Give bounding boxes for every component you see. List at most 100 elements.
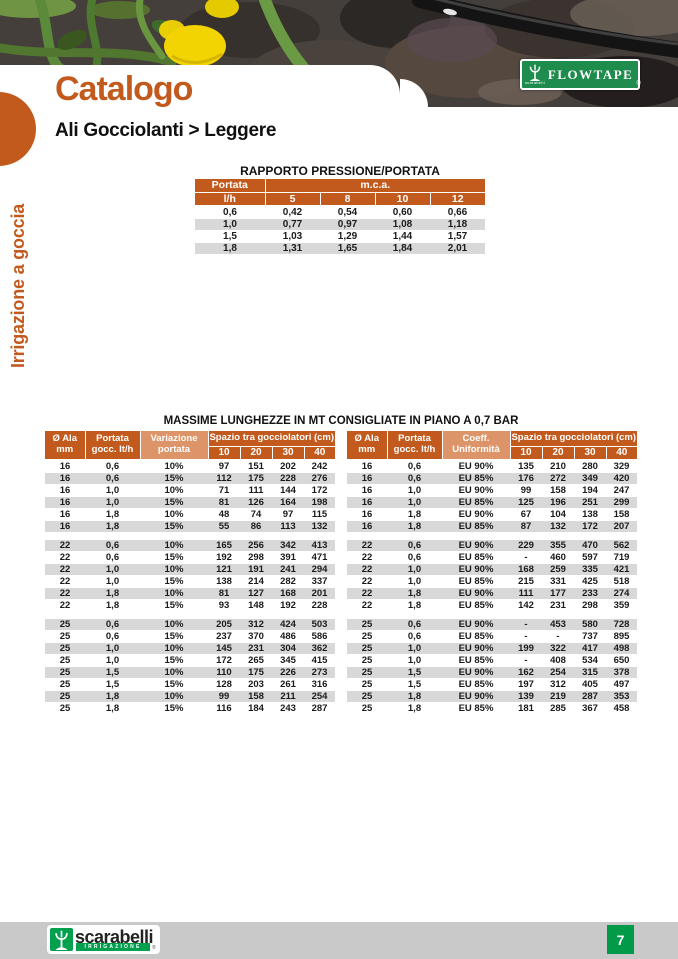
section-gap xyxy=(45,611,336,619)
col-header-flow: Portata gocc. lt/h xyxy=(85,431,141,461)
cell: 172 xyxy=(574,520,606,533)
cell: 16 xyxy=(347,508,387,521)
cell: 0,6 xyxy=(85,618,140,631)
cell: 1,8 xyxy=(195,242,265,255)
col-header-spacing-10: 10 xyxy=(510,446,543,461)
fountain-icon xyxy=(50,928,73,951)
cell: 25 xyxy=(347,630,387,643)
cell: 22 xyxy=(347,599,387,612)
col-header-spacing-10: 10 xyxy=(208,446,241,461)
cell: 229 xyxy=(510,539,542,552)
table-row: 25 0,6 EU 90% -453 580 728 xyxy=(347,618,638,631)
cell: 322 xyxy=(542,642,574,655)
cell: EU 90% xyxy=(442,666,510,679)
cell: EU 85% xyxy=(442,599,510,612)
cell: 0,6 xyxy=(387,630,442,643)
cell: 1,8 xyxy=(85,599,140,612)
cell: 111 xyxy=(240,484,272,497)
col-header-spacing-20: 20 xyxy=(542,446,575,461)
cell: 176 xyxy=(510,472,542,485)
cell: 99 xyxy=(208,690,240,703)
pressure-table: Portata m.c.a. l/h 5 8 10 12 0,6 0,42 0,54… xyxy=(195,179,486,255)
cell: 202 xyxy=(272,460,304,473)
cell: 415 xyxy=(304,654,336,667)
cell: 282 xyxy=(272,575,304,588)
cell: 211 xyxy=(272,690,304,703)
cell: 207 xyxy=(606,520,638,533)
cell: 214 xyxy=(240,575,272,588)
table-row: 16 1,8 10% 48 74 97 115 xyxy=(45,508,336,521)
table-row: 1,5 1,03 1,29 1,44 1,57 xyxy=(195,230,486,243)
max-length-table-right: Ø Ala mm Portata gocc. lt/h Coeff. Uniformi… xyxy=(347,431,638,715)
cell: EU 85% xyxy=(442,520,510,533)
footer-bar: scarabelli IRRIGAZIONE ® 7 xyxy=(0,922,678,959)
table-row: 16 1,8 EU 90% 67 104 138 158 xyxy=(347,508,638,521)
cell: 342 xyxy=(272,539,304,552)
cell: 1,0 xyxy=(387,496,442,509)
cell: 895 xyxy=(606,630,638,643)
cell: - xyxy=(510,654,542,667)
cell: 184 xyxy=(240,702,272,715)
cell: 417 xyxy=(574,642,606,655)
irrigazione-label: IRRIGAZIONE xyxy=(76,943,150,951)
cell: 0,6 xyxy=(85,539,140,552)
cell: 1,0 xyxy=(85,575,140,588)
table-row: 25 1,0 EU 90% 199 322 417 498 xyxy=(347,642,638,655)
table-row: 25 1,8 10% 99 158 211 254 xyxy=(45,690,336,703)
cell: 25 xyxy=(347,618,387,631)
col-header-diameter: Ø Ala mm xyxy=(347,431,388,461)
cell: - xyxy=(542,630,574,643)
cell: 148 xyxy=(240,599,272,612)
table-row: 16 0,6 15% 112 175 228 276 xyxy=(45,472,336,485)
cell: 1,8 xyxy=(85,690,140,703)
cell: 273 xyxy=(304,666,336,679)
cell: 470 xyxy=(574,539,606,552)
content-panel-top xyxy=(0,65,400,107)
cell: 1,57 xyxy=(430,230,486,243)
cell: 81 xyxy=(208,587,240,600)
cell: 1,29 xyxy=(320,230,375,243)
table-row: 22 0,6 10% 165 256 342 413 xyxy=(45,539,336,552)
cell: 16 xyxy=(347,472,387,485)
section-gap xyxy=(347,532,638,540)
cell: EU 90% xyxy=(442,690,510,703)
cell: 138 xyxy=(208,575,240,588)
cell: 0,6 xyxy=(85,551,140,564)
cell: 0,6 xyxy=(387,539,442,552)
col-group-header-mca: m.c.a. xyxy=(265,179,486,193)
registered-mark: ® xyxy=(152,945,156,951)
cell: 287 xyxy=(574,690,606,703)
cell: 25 xyxy=(347,690,387,703)
max-length-table-left: Ø Ala mm Portata gocc. lt/h Variazione port… xyxy=(45,431,336,715)
cell: 10% xyxy=(140,587,208,600)
table-row: 1,0 0,77 0,97 1,08 1,18 xyxy=(195,218,486,231)
table-row: 16 0,6 10% 97 151 202 242 xyxy=(45,460,336,473)
cell: EU 90% xyxy=(442,642,510,655)
cell: 349 xyxy=(574,472,606,485)
table-row: 25 1,0 10% 145 231 304 362 xyxy=(45,642,336,655)
cell: 175 xyxy=(240,472,272,485)
cell: 0,6 xyxy=(387,551,442,564)
cell: 194 xyxy=(574,484,606,497)
cell: 299 xyxy=(606,496,638,509)
cell: 93 xyxy=(208,599,240,612)
cell: 132 xyxy=(304,520,336,533)
fountain-icon: scarabelli xyxy=(525,64,545,85)
col-header-pressure-10: 10 xyxy=(375,192,431,207)
cell: 142 xyxy=(510,599,542,612)
cell: 172 xyxy=(304,484,336,497)
cell: 219 xyxy=(542,690,574,703)
table-row: 25 1,5 EU 85% 197 312 405 497 xyxy=(347,678,638,691)
cell: 497 xyxy=(606,678,638,691)
cell: 597 xyxy=(574,551,606,564)
cell: 498 xyxy=(606,642,638,655)
cell: 312 xyxy=(240,618,272,631)
cell: EU 85% xyxy=(442,678,510,691)
cell: 562 xyxy=(606,539,638,552)
cell: 22 xyxy=(45,563,85,576)
cell: 312 xyxy=(542,678,574,691)
cell: 1,8 xyxy=(85,520,140,533)
page-title: Catalogo xyxy=(55,70,193,108)
cell: 15% xyxy=(140,654,208,667)
